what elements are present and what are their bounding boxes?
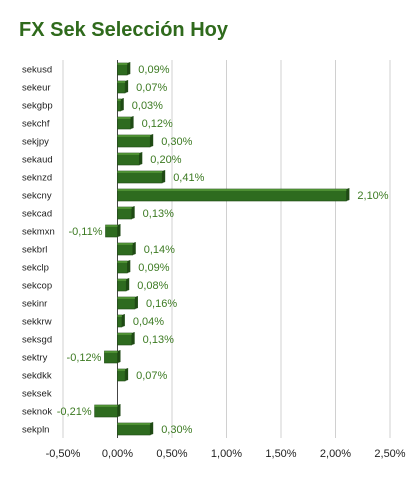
value-label: 2,10% bbox=[357, 190, 388, 202]
bar-highlight bbox=[117, 63, 128, 65]
labels: -0,50% 0,00% 0,50% 1,00% 1,50% 2,00% 2,50% seku… bbox=[22, 64, 406, 460]
bar-side bbox=[346, 188, 350, 201]
category-label: sekaud bbox=[22, 155, 53, 166]
bar-side bbox=[127, 260, 131, 273]
category-label: sekclp bbox=[22, 263, 49, 274]
bar-highlight bbox=[117, 423, 151, 425]
category-label: sekdkk bbox=[22, 371, 52, 382]
bar-side bbox=[162, 170, 166, 183]
x-tick-label: -0,50% bbox=[46, 448, 81, 460]
value-label: 0,07% bbox=[136, 370, 167, 382]
category-label: sekpln bbox=[22, 425, 49, 436]
value-label: -0,12% bbox=[67, 352, 102, 364]
bar-highlight bbox=[105, 225, 118, 227]
bar-highlight bbox=[117, 333, 132, 335]
value-label: 0,13% bbox=[143, 334, 174, 346]
x-tick-label: 1,50% bbox=[265, 448, 296, 460]
x-tick-label: 0,00% bbox=[102, 448, 133, 460]
bar-highlight bbox=[117, 207, 132, 209]
bar-highlight bbox=[104, 351, 118, 353]
value-label: 0,09% bbox=[138, 64, 169, 76]
x-tick-label: 2,50% bbox=[374, 448, 405, 460]
bar-side bbox=[125, 80, 129, 93]
value-label: -0,11% bbox=[68, 226, 102, 238]
category-label: sekusd bbox=[22, 65, 52, 76]
bar-side bbox=[134, 296, 138, 309]
value-label: 0,30% bbox=[161, 424, 192, 436]
value-label: 0,30% bbox=[161, 136, 192, 148]
value-label: 0,41% bbox=[173, 172, 204, 184]
bar-side bbox=[117, 350, 121, 363]
category-label: sekcny bbox=[22, 191, 52, 202]
bars bbox=[94, 62, 350, 436]
bar-side bbox=[117, 404, 121, 417]
bar-highlight bbox=[94, 405, 118, 407]
bar-highlight bbox=[117, 81, 126, 83]
bar-side bbox=[130, 116, 134, 129]
bar-side bbox=[150, 134, 154, 147]
value-label: 0,07% bbox=[136, 82, 167, 94]
category-label: sekcop bbox=[22, 281, 52, 292]
bar-highlight bbox=[117, 261, 128, 263]
category-label: seknok bbox=[22, 407, 52, 418]
category-label: sekeur bbox=[22, 83, 51, 94]
bar-side bbox=[127, 62, 131, 75]
bar-side bbox=[132, 242, 136, 255]
category-label: sekkrw bbox=[22, 317, 52, 328]
value-label: 0,13% bbox=[143, 208, 174, 220]
x-tick-label: 1,00% bbox=[211, 448, 242, 460]
value-label: 0,20% bbox=[150, 154, 181, 166]
x-tick-label: 2,00% bbox=[320, 448, 351, 460]
category-label: seksgd bbox=[22, 335, 52, 346]
bar-side bbox=[117, 224, 121, 237]
category-label: sekmxn bbox=[22, 227, 55, 238]
category-label: sekbrl bbox=[22, 245, 47, 256]
bar-side bbox=[125, 368, 129, 381]
bar-highlight bbox=[117, 243, 133, 245]
category-label: sekcad bbox=[22, 209, 52, 220]
bar-highlight bbox=[117, 315, 122, 317]
x-tick-label: 0,50% bbox=[156, 448, 187, 460]
bar-highlight bbox=[117, 153, 140, 155]
bar-side bbox=[121, 314, 125, 327]
value-label: 0,12% bbox=[142, 118, 173, 130]
bar-highlight bbox=[117, 297, 135, 299]
value-label: 0,16% bbox=[146, 298, 177, 310]
bar-side bbox=[131, 206, 135, 219]
category-label: sekgbp bbox=[22, 101, 53, 112]
bar-highlight bbox=[117, 117, 131, 119]
value-label: -0,21% bbox=[57, 406, 92, 418]
bar-side bbox=[150, 422, 154, 435]
bar-side bbox=[139, 152, 143, 165]
category-label: sekinr bbox=[22, 299, 47, 310]
value-label: 0,03% bbox=[132, 100, 163, 112]
bar-highlight bbox=[117, 369, 126, 371]
category-label: sekchf bbox=[22, 119, 50, 130]
gridlines bbox=[62, 60, 391, 438]
value-label: 0,04% bbox=[133, 316, 164, 328]
bar-side bbox=[131, 332, 135, 345]
category-label: seksek bbox=[22, 389, 52, 400]
value-label: 0,14% bbox=[144, 244, 175, 256]
category-label: sektry bbox=[22, 353, 48, 364]
bar-highlight bbox=[117, 279, 127, 281]
category-label: sekjpy bbox=[22, 137, 49, 148]
bar-highlight bbox=[117, 189, 347, 191]
bar-highlight bbox=[117, 135, 151, 137]
bar-highlight bbox=[117, 171, 163, 173]
bar-side bbox=[126, 278, 130, 291]
bar-highlight bbox=[117, 99, 121, 101]
category-label: seknzd bbox=[22, 173, 52, 184]
value-label: 0,08% bbox=[137, 280, 168, 292]
bar-side bbox=[120, 98, 124, 111]
chart-title: FX Sek Selección Hoy bbox=[19, 19, 228, 41]
value-label: 0,09% bbox=[138, 262, 169, 274]
